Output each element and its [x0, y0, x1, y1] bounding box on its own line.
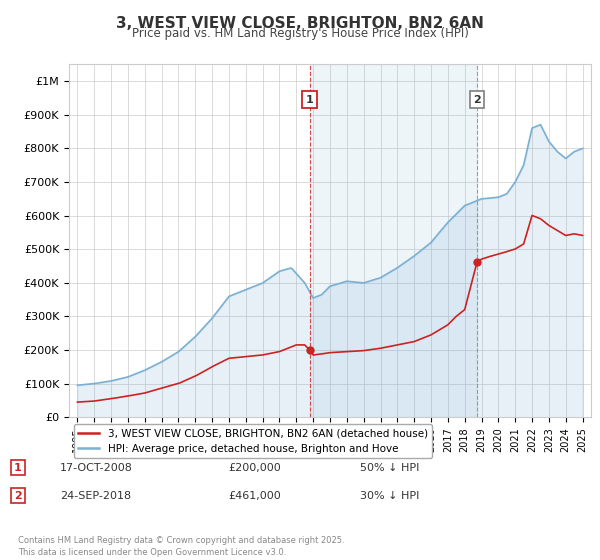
Text: 1: 1: [14, 463, 22, 473]
Bar: [310, 64, 477, 417]
Text: 30% ↓ HPI: 30% ↓ HPI: [360, 491, 419, 501]
Text: 2: 2: [473, 95, 481, 105]
Legend: 3, WEST VIEW CLOSE, BRIGHTON, BN2 6AN (detached house), HPI: Average price, deta: 3, WEST VIEW CLOSE, BRIGHTON, BN2 6AN (d…: [74, 424, 432, 458]
Text: £200,000: £200,000: [228, 463, 281, 473]
Text: Price paid vs. HM Land Registry's House Price Index (HPI): Price paid vs. HM Land Registry's House …: [131, 27, 469, 40]
Text: Contains HM Land Registry data © Crown copyright and database right 2025.
This d: Contains HM Land Registry data © Crown c…: [18, 536, 344, 557]
Text: 17-OCT-2008: 17-OCT-2008: [60, 463, 133, 473]
Text: 2: 2: [14, 491, 22, 501]
Text: 50% ↓ HPI: 50% ↓ HPI: [360, 463, 419, 473]
Text: 1: 1: [306, 95, 314, 105]
Text: £461,000: £461,000: [228, 491, 281, 501]
Text: 24-SEP-2018: 24-SEP-2018: [60, 491, 131, 501]
Text: 3, WEST VIEW CLOSE, BRIGHTON, BN2 6AN: 3, WEST VIEW CLOSE, BRIGHTON, BN2 6AN: [116, 16, 484, 31]
